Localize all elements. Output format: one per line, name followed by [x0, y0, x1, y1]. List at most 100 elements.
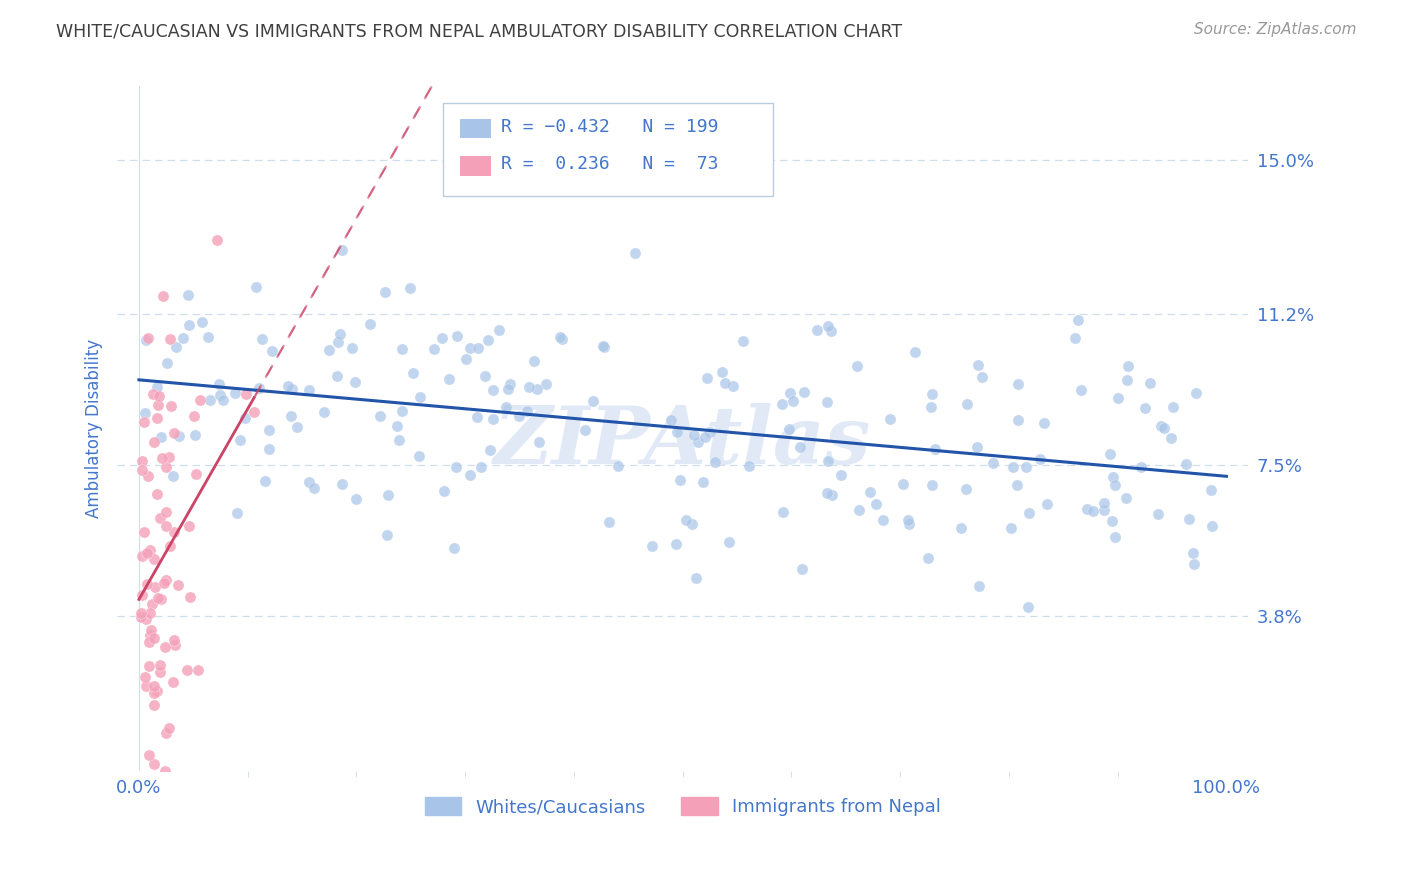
Point — [848, 502, 870, 516]
Point — [408, 450, 430, 464]
Point — [1076, 502, 1098, 516]
Text: ZIPAtlas: ZIPAtlas — [494, 403, 872, 481]
Point — [830, 467, 852, 482]
Point — [433, 484, 456, 499]
Point — [247, 381, 270, 395]
Point — [714, 376, 737, 390]
Point — [430, 331, 453, 345]
Point — [606, 458, 628, 473]
Point — [665, 537, 688, 551]
Point — [142, 435, 165, 450]
Point — [208, 388, 231, 402]
Point — [1036, 497, 1059, 511]
Point — [235, 386, 257, 401]
Point — [692, 475, 714, 489]
Point — [949, 521, 972, 535]
Point — [1174, 458, 1197, 472]
Point — [149, 657, 172, 672]
Point — [548, 329, 571, 343]
Point — [330, 477, 353, 491]
Point — [152, 288, 174, 302]
Point — [904, 344, 927, 359]
Point — [1160, 431, 1182, 445]
Point — [184, 467, 207, 481]
Point — [481, 384, 503, 398]
Point — [135, 612, 157, 626]
Point — [1130, 460, 1153, 475]
Point — [921, 478, 943, 492]
Point — [150, 429, 173, 443]
Point — [134, 415, 156, 429]
Point — [437, 372, 460, 386]
Point — [197, 330, 219, 344]
Point — [624, 246, 647, 260]
Point — [138, 635, 160, 649]
Point — [163, 632, 186, 647]
Point — [136, 331, 159, 345]
Point — [517, 380, 540, 394]
Point — [252, 332, 274, 346]
Point — [172, 331, 194, 345]
Point — [666, 425, 689, 439]
Point — [131, 588, 153, 602]
Point — [159, 539, 181, 553]
Point — [1146, 507, 1168, 521]
Point — [1182, 545, 1205, 559]
Point — [1092, 502, 1115, 516]
Point — [465, 410, 488, 425]
Legend: Whites/Caucasians, Immigrants from Nepal: Whites/Caucasians, Immigrants from Nepal — [418, 789, 948, 823]
Point — [187, 663, 209, 677]
Point — [183, 409, 205, 424]
Point — [815, 486, 838, 500]
Point — [297, 475, 319, 489]
Point — [176, 664, 198, 678]
Point — [731, 334, 754, 348]
Point — [1007, 377, 1029, 392]
Point — [508, 409, 530, 424]
Point — [1150, 419, 1173, 434]
Point — [153, 640, 176, 654]
Point — [481, 412, 503, 426]
Point — [817, 395, 839, 409]
Point — [893, 477, 915, 491]
Point — [304, 481, 326, 495]
Point — [153, 575, 176, 590]
Point — [496, 382, 519, 396]
Point — [207, 233, 229, 247]
Point — [155, 355, 177, 369]
Text: R = −0.432   N = 199: R = −0.432 N = 199 — [501, 118, 718, 136]
Point — [155, 459, 177, 474]
Point — [375, 527, 398, 541]
Point — [1139, 376, 1161, 390]
Point — [1007, 413, 1029, 427]
Point — [159, 332, 181, 346]
Point — [243, 405, 266, 419]
Point — [778, 422, 800, 436]
Point — [1081, 504, 1104, 518]
Point — [693, 430, 716, 444]
Point — [155, 726, 177, 740]
Point — [330, 243, 353, 257]
Point — [135, 333, 157, 347]
Point — [167, 577, 190, 591]
Point — [423, 342, 446, 356]
Point — [1064, 331, 1087, 345]
Point — [391, 404, 413, 418]
Point — [474, 369, 496, 384]
Point — [458, 342, 481, 356]
Point — [1115, 373, 1137, 387]
Point — [179, 518, 201, 533]
Point — [806, 323, 828, 337]
Point — [1115, 491, 1137, 505]
Point — [479, 443, 502, 458]
Point — [374, 285, 396, 299]
Point — [229, 433, 252, 447]
Point — [789, 441, 811, 455]
Point — [955, 482, 977, 496]
Point — [253, 474, 276, 488]
Point — [318, 343, 340, 358]
Point — [1070, 384, 1092, 398]
Point — [259, 423, 281, 437]
Point — [399, 281, 422, 295]
Point — [135, 679, 157, 693]
